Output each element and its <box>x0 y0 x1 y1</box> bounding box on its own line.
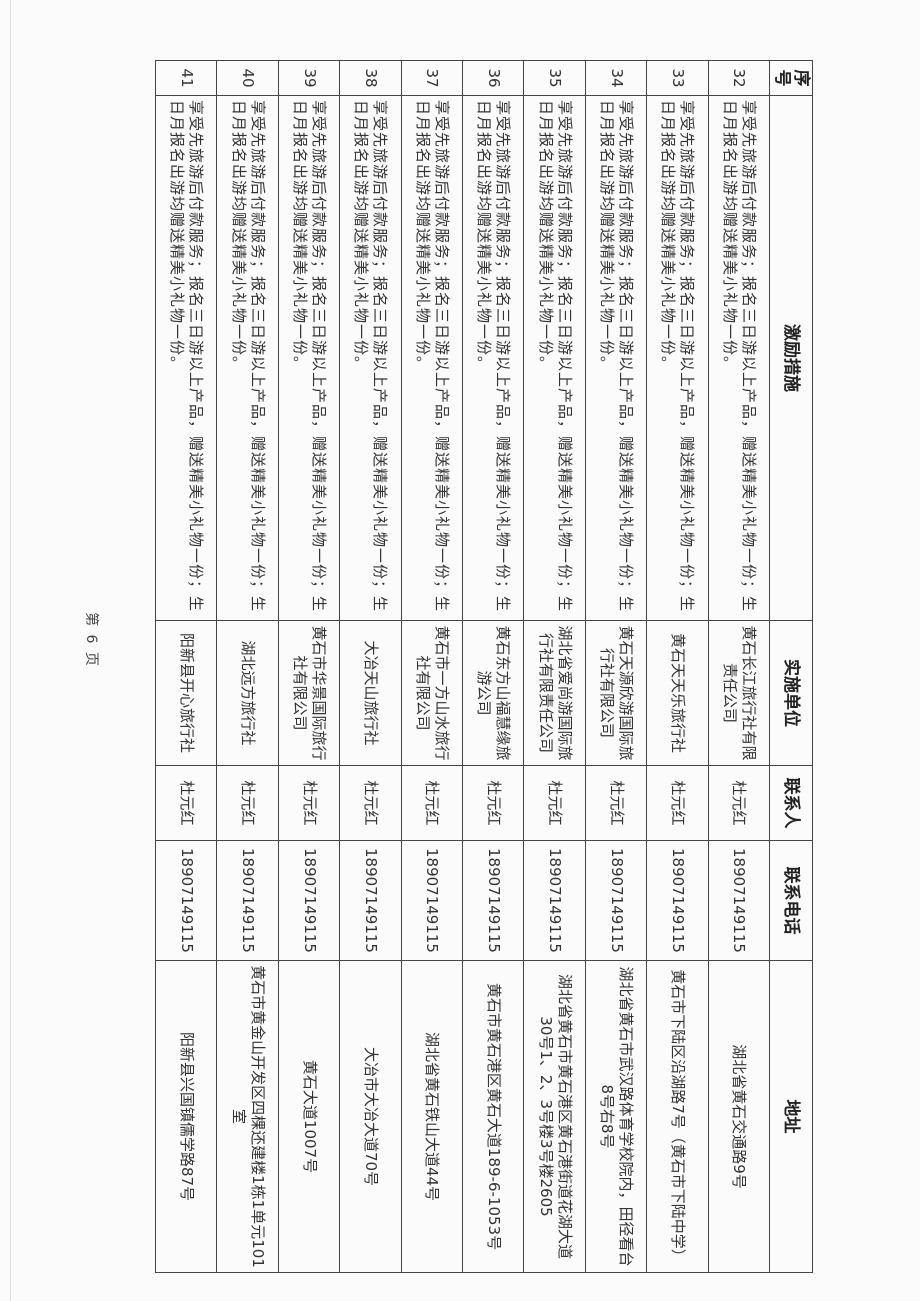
contact-person-cell: 杜元红 <box>646 765 709 841</box>
contact-person-cell: 杜元红 <box>401 765 463 841</box>
address-cell: 湖北省黄石市黄石港区黄石港街道花湖大道30号1、2、3号楼3号楼2605 <box>523 960 586 1273</box>
rotated-table-container: 序号 激励措施 实施单位 联系人 联系电话 地址 32 享受先旅游后付款服务；报名… <box>155 60 813 1273</box>
implementing-unit-cell: 黄石长江旅行社有限责任公司 <box>708 620 770 766</box>
table-row: 39 享受先旅游后付款服务；报名三日游以上产品，赠送精美小礼物一份；生日月报名出游… <box>278 60 340 1273</box>
address-cell: 湖北省黄石铁山大道44号 <box>401 960 463 1273</box>
contact-phone-cell: 18907149115 <box>216 840 279 961</box>
incentive-measure-cell: 享受先旅游后付款服务；报名三日游以上产品，赠送精美小礼物一份；生日月报名出游均赠… <box>155 95 217 621</box>
contact-person-cell: 杜元红 <box>523 765 586 841</box>
incentive-measure-cell: 享受先旅游后付款服务；报名三日游以上产品，赠送精美小礼物一份；生日月报名出游均赠… <box>401 95 463 621</box>
contact-phone-cell: 18907149115 <box>585 840 647 961</box>
address-cell: 阳新县兴国镇儒学路87号 <box>155 960 217 1273</box>
address-cell: 黄石市黄石港区黄石大道189-6-1053号 <box>462 960 524 1273</box>
row-number-cell: 36 <box>462 60 524 96</box>
row-number-cell: 41 <box>155 60 217 96</box>
contact-person-cell: 杜元红 <box>216 765 279 841</box>
header-address: 地址 <box>769 960 813 1273</box>
implementing-unit-cell: 黄石天天乐旅行社 <box>646 620 709 766</box>
header-phone: 联系电话 <box>769 840 813 961</box>
contact-person-cell: 杜元红 <box>585 765 647 841</box>
row-number-cell: 39 <box>278 60 340 96</box>
incentive-measure-cell: 享受先旅游后付款服务；报名三日游以上产品，赠送精美小礼物一份；生日月报名出游均赠… <box>339 95 402 621</box>
incentive-measure-cell: 享受先旅游后付款服务；报名三日游以上产品，赠送精美小礼物一份；生日月报名出游均赠… <box>708 95 770 621</box>
table-row: 34 享受先旅游后付款服务；报名三日游以上产品，赠送精美小礼物一份；生日月报名出游… <box>585 60 647 1273</box>
contact-phone-cell: 18907149115 <box>708 840 770 961</box>
row-number-cell: 38 <box>339 60 402 96</box>
header-contact: 联系人 <box>769 765 813 841</box>
table-row: 40 享受先旅游后付款服务；报名三日游以上产品，赠送精美小礼物一份；生日月报名出游… <box>216 60 279 1273</box>
contact-person-cell: 杜元红 <box>462 765 524 841</box>
contact-phone-cell: 18907149115 <box>339 840 402 961</box>
address-cell: 黄石大道1007号 <box>278 960 340 1273</box>
header-measure: 激励措施 <box>769 95 813 621</box>
implementing-unit-cell: 黄石市华景国际旅行社有限公司 <box>278 620 340 766</box>
incentive-measure-cell: 享受先旅游后付款服务；报名三日游以上产品，赠送精美小礼物一份；生日月报名出游均赠… <box>216 95 279 621</box>
contact-phone-cell: 18907149115 <box>401 840 463 961</box>
contact-phone-cell: 18907149115 <box>523 840 586 961</box>
implementing-unit-cell: 大冶天山旅行社 <box>339 620 402 766</box>
row-number-cell: 34 <box>585 60 647 96</box>
implementing-unit-cell: 黄石东方山福慧缘旅游公司 <box>462 620 524 766</box>
contact-phone-cell: 18907149115 <box>462 840 524 961</box>
incentive-measure-cell: 享受先旅游后付款服务；报名三日游以上产品，赠送精美小礼物一份；生日月报名出游均赠… <box>523 95 586 621</box>
address-cell: 湖北省黄石交通路9号 <box>708 960 770 1273</box>
implementing-unit-cell: 阳新县开心旅行社 <box>155 620 217 766</box>
table-row: 33 享受先旅游后付款服务；报名三日游以上产品，赠送精美小礼物一份；生日月报名出游… <box>646 60 709 1273</box>
contact-person-cell: 杜元红 <box>708 765 770 841</box>
table-row: 38 享受先旅游后付款服务；报名三日游以上产品，赠送精美小礼物一份；生日月报名出游… <box>339 60 402 1273</box>
row-number-cell: 35 <box>523 60 586 96</box>
incentive-measure-cell: 享受先旅游后付款服务；报名三日游以上产品，赠送精美小礼物一份；生日月报名出游均赠… <box>646 95 709 621</box>
incentive-measure-cell: 享受先旅游后付款服务；报名三日游以上产品，赠送精美小礼物一份；生日月报名出游均赠… <box>585 95 647 621</box>
table-row: 35 享受先旅游后付款服务；报名三日游以上产品，赠送精美小礼物一份；生日月报名出游… <box>523 60 586 1273</box>
header-unit: 实施单位 <box>769 620 813 766</box>
page-number: 第 6 页 <box>83 612 99 668</box>
contact-phone-cell: 18907149115 <box>155 840 217 961</box>
incentive-measure-cell: 享受先旅游后付款服务；报名三日游以上产品，赠送精美小礼物一份；生日月报名出游均赠… <box>278 95 340 621</box>
row-number-cell: 33 <box>646 60 709 96</box>
row-number-cell: 32 <box>708 60 770 96</box>
incentive-measure-cell: 享受先旅游后付款服务；报名三日游以上产品，赠送精美小礼物一份；生日月报名出游均赠… <box>462 95 524 621</box>
address-cell: 黄石市黄金山开发区四棵还建楼1栋1单元101室 <box>216 960 279 1273</box>
contact-person-cell: 杜元红 <box>155 765 217 841</box>
table-row: 41 享受先旅游后付款服务；报名三日游以上产品，赠送精美小礼物一份；生日月报名出游… <box>155 60 217 1273</box>
contact-phone-cell: 18907149115 <box>278 840 340 961</box>
table-row: 32 享受先旅游后付款服务；报名三日游以上产品，赠送精美小礼物一份；生日月报名出游… <box>708 60 770 1273</box>
implementing-unit-cell: 黄石市一方山水旅行社有限公司 <box>401 620 463 766</box>
implementing-unit-cell: 湖北远方旅行社 <box>216 620 279 766</box>
incentive-table: 序号 激励措施 实施单位 联系人 联系电话 地址 32 享受先旅游后付款服务；报名… <box>155 60 813 1273</box>
table-row: 37 享受先旅游后付款服务；报名三日游以上产品，赠送精美小礼物一份；生日月报名出游… <box>401 60 463 1273</box>
contact-person-cell: 杜元红 <box>339 765 402 841</box>
address-cell: 湖北省黄石市武汉路体育学校院内，田径看台8号右8号 <box>585 960 647 1273</box>
table-row: 36 享受先旅游后付款服务；报名三日游以上产品，赠送精美小礼物一份；生日月报名出游… <box>462 60 524 1273</box>
row-number-cell: 40 <box>216 60 279 96</box>
implementing-unit-cell: 黄石天源欣游国际旅行社有限公司 <box>585 620 647 766</box>
header-no: 序号 <box>769 60 813 96</box>
row-number-cell: 37 <box>401 60 463 96</box>
implementing-unit-cell: 湖北省爱尚游国际旅行社有限责任公司 <box>523 620 586 766</box>
header-row: 序号 激励措施 实施单位 联系人 联系电话 地址 <box>769 60 813 1273</box>
contact-person-cell: 杜元红 <box>278 765 340 841</box>
contact-phone-cell: 18907149115 <box>646 840 709 961</box>
address-cell: 大冶市大冶大道70号 <box>339 960 402 1273</box>
scan-edge-line <box>10 0 11 1301</box>
address-cell: 黄石市下陆区沿湖路7号（黄石市下陆中学） <box>646 960 709 1273</box>
